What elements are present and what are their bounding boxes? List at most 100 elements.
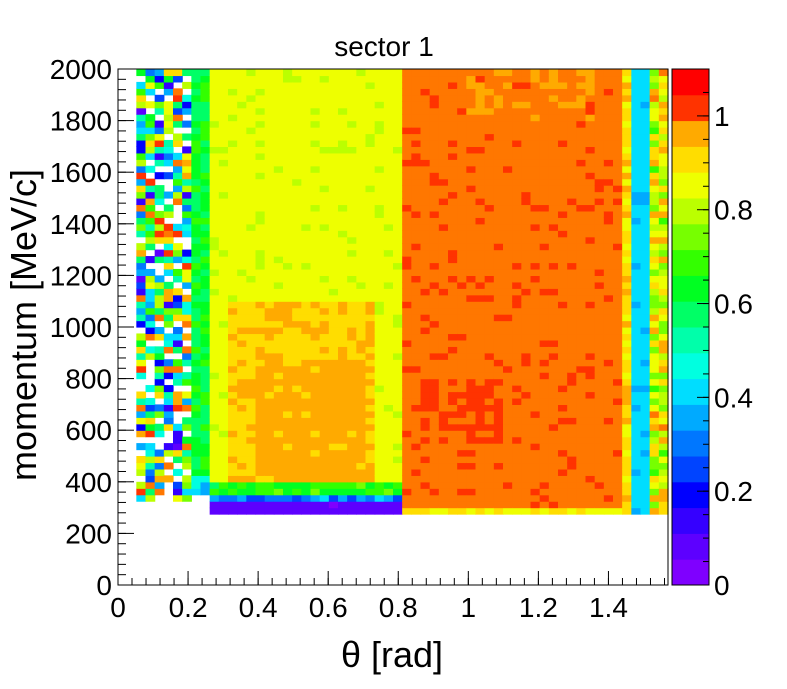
heatmap-cell	[292, 204, 302, 212]
heatmap-cell	[209, 236, 220, 244]
heatmap-cell	[438, 346, 449, 354]
heatmap-cell	[182, 346, 192, 354]
heatmap-cell	[145, 198, 156, 206]
heatmap-cell	[237, 352, 247, 360]
heatmap-cell	[594, 475, 605, 483]
heatmap-cell	[347, 230, 357, 238]
heatmap-cell	[237, 385, 247, 393]
heatmap-cell	[328, 481, 339, 489]
heatmap-cell	[548, 404, 559, 412]
heatmap-cell	[512, 436, 522, 444]
heatmap-cell	[301, 75, 312, 83]
heatmap-cell	[173, 327, 183, 335]
heatmap-cell	[154, 120, 165, 128]
heatmap-cell	[264, 339, 275, 347]
heatmap-cell	[448, 462, 458, 470]
heatmap-cell	[631, 501, 642, 509]
heatmap-cell	[649, 410, 660, 418]
heatmap-cell	[640, 352, 651, 360]
heatmap-cell	[658, 294, 669, 302]
heatmap-cell	[493, 365, 504, 373]
heatmap-cell	[438, 327, 449, 335]
heatmap-cell	[273, 107, 284, 115]
heatmap-cell	[475, 385, 486, 393]
heatmap-cell	[154, 94, 165, 102]
heatmap-cell	[539, 320, 550, 328]
heatmap-cell	[576, 81, 587, 89]
heatmap-cell	[631, 314, 642, 322]
heatmap-cell	[273, 468, 284, 476]
heatmap-cell	[594, 191, 605, 199]
heatmap-cell	[365, 268, 376, 276]
heatmap-cell	[613, 397, 623, 405]
heatmap-cell	[182, 481, 192, 489]
heatmap-cell	[457, 423, 467, 431]
heatmap-cell	[603, 165, 614, 173]
heatmap-cell	[328, 88, 339, 96]
heatmap-cell	[393, 204, 403, 212]
heatmap-cell	[658, 385, 669, 393]
heatmap-cell	[420, 294, 431, 302]
heatmap-cell	[594, 230, 605, 238]
heatmap-cell	[145, 488, 156, 496]
heatmap-cell	[273, 314, 284, 322]
heatmap-cell	[218, 281, 229, 289]
heatmap-cell	[136, 262, 147, 270]
heatmap-cell	[356, 327, 367, 335]
heatmap-cell	[228, 443, 238, 451]
heatmap-cell	[420, 346, 431, 354]
heatmap-cell	[613, 210, 623, 218]
heatmap-cell	[356, 249, 367, 257]
heatmap-cell	[301, 327, 312, 335]
heatmap-cell	[255, 243, 266, 251]
heatmap-cell	[356, 185, 367, 193]
heatmap-cell	[319, 339, 330, 347]
heatmap-cell	[594, 178, 605, 186]
heatmap-cell	[356, 75, 367, 83]
heatmap-cell	[228, 75, 238, 83]
heatmap-cell	[173, 107, 183, 115]
heatmap-cell	[283, 204, 293, 212]
heatmap-cell	[558, 468, 568, 476]
heatmap-cell	[512, 198, 522, 206]
heatmap-cell	[136, 481, 147, 489]
heatmap-cell	[383, 443, 394, 451]
heatmap-cell	[603, 139, 614, 147]
heatmap-cell	[273, 301, 284, 309]
heatmap-cell	[328, 365, 339, 373]
heatmap-cell	[328, 456, 339, 464]
heatmap-cell	[475, 410, 486, 418]
heatmap-cell	[136, 281, 147, 289]
heatmap-cell	[338, 101, 348, 109]
heatmap-cell	[292, 462, 302, 470]
heatmap-cell	[429, 288, 440, 296]
heatmap-cell	[319, 288, 330, 296]
heatmap-cell	[512, 217, 522, 225]
heatmap-cell	[548, 385, 559, 393]
heatmap-cell	[613, 204, 623, 212]
heatmap-cell	[420, 391, 431, 399]
heatmap-cell	[283, 410, 293, 418]
heatmap-cell	[163, 346, 174, 354]
heatmap-cell	[585, 488, 596, 496]
heatmap-cell	[603, 307, 614, 315]
heatmap-cell	[594, 94, 605, 102]
heatmap-cell	[429, 172, 440, 180]
heatmap-cell	[448, 107, 458, 115]
heatmap-cell	[393, 165, 403, 173]
heatmap-cell	[457, 327, 467, 335]
heatmap-cell	[466, 385, 477, 393]
heatmap-cell	[173, 436, 183, 444]
y-tick-label: 0	[96, 570, 112, 601]
heatmap-cell	[228, 268, 238, 276]
heatmap-cell	[613, 107, 623, 115]
heatmap-cell	[301, 294, 312, 302]
heatmap-cell	[631, 327, 642, 335]
heatmap-cell	[640, 165, 651, 173]
heatmap-cell	[374, 94, 385, 102]
heatmap-cell	[539, 307, 550, 315]
heatmap-cell	[438, 185, 449, 193]
heatmap-cell	[374, 378, 385, 386]
heatmap-cell	[503, 281, 513, 289]
heatmap-cell	[209, 268, 220, 276]
